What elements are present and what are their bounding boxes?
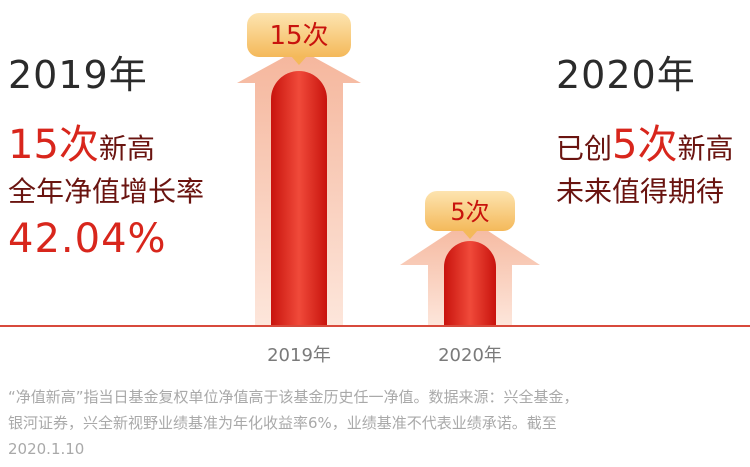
footnote-line-2: 银河证券，兴全新视野业绩基准为年化收益率6%，业绩基准不代表业绩承诺。截至 bbox=[8, 414, 557, 432]
left-year-title: 2019年 bbox=[8, 53, 148, 97]
x-tick-label-2020: 2020年 bbox=[438, 345, 502, 366]
bar-2019年 bbox=[271, 71, 327, 326]
footnote-line-1: “净值新高”指当日基金复权单位净值高于该基金历史任一净值。数据来源：兴全基金， bbox=[8, 388, 579, 406]
right-line1: 已创5次新高 bbox=[556, 112, 733, 170]
footnote-line-3: 2020.1.10 bbox=[8, 440, 85, 458]
value-badge-pointer-1 bbox=[462, 230, 478, 239]
left-count-suffix: 新高 bbox=[98, 132, 155, 165]
bar-value-label-2019: 15次 bbox=[269, 21, 328, 51]
right-year-title: 2020年 bbox=[556, 53, 696, 97]
footnote: “净值新高”指当日基金复权单位净值高于该基金历史任一净值。数据来源：兴全基金， … bbox=[8, 384, 746, 462]
bar-value-label-2020: 5次 bbox=[450, 198, 489, 226]
left-metric-label: 全年净值增长率 bbox=[8, 175, 205, 208]
left-metric-value: 42.04% bbox=[8, 216, 167, 262]
value-badge-pointer-0 bbox=[291, 56, 307, 65]
x-tick-label-2019: 2019年 bbox=[267, 345, 331, 366]
value-badge-0 bbox=[247, 13, 351, 57]
right-line1-suffix: 新高 bbox=[677, 132, 734, 165]
value-badge-1 bbox=[425, 191, 515, 231]
left-count-number: 15次 bbox=[8, 122, 99, 168]
right-line2: 未来值得期待 bbox=[556, 175, 725, 208]
left-count-line: 15次新高 bbox=[8, 112, 155, 170]
right-line1-prefix: 已创 bbox=[556, 132, 613, 165]
right-line1-number: 5次 bbox=[612, 122, 678, 168]
bar-2020年 bbox=[444, 241, 496, 326]
